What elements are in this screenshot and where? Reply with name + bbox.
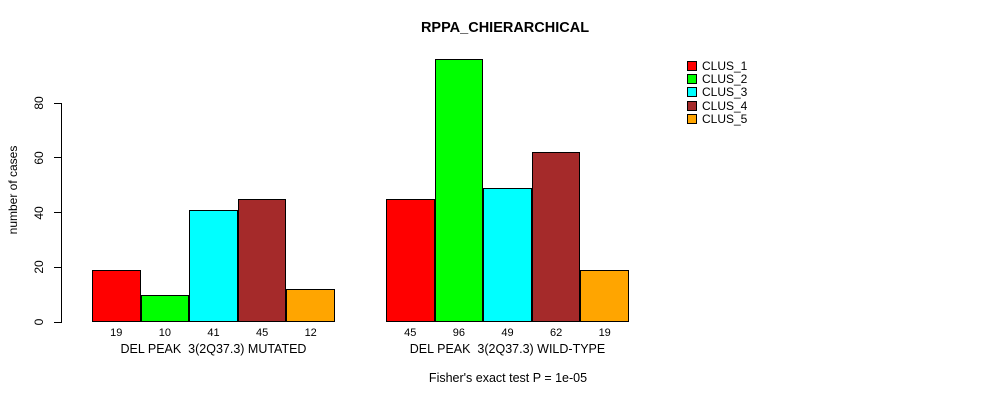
legend: CLUS_1 CLUS_2 CLUS_3 CLUS_4 CLUS_5: [687, 59, 747, 126]
legend-item-label: CLUS_3: [702, 85, 748, 100]
legend-color-swatch: [687, 74, 697, 85]
bar-value-label: 45: [404, 327, 417, 339]
legend-item-label: CLUS_5: [702, 112, 748, 127]
bar-clus_5-group1: [286, 289, 335, 322]
bar-value-label: 62: [549, 327, 563, 339]
legend-item-clus_3: CLUS_3: [687, 85, 748, 100]
legend-color-swatch: [687, 87, 697, 98]
annotation-text: Fisher's exact test P = 1e-05: [428, 371, 588, 385]
y-tick-mark: [54, 266, 61, 268]
legend-item-label: CLUS_1: [702, 58, 748, 73]
y-tick-label: 80: [32, 96, 46, 110]
legend-item-clus_5: CLUS_5: [687, 112, 748, 127]
bar-value-label: 41: [207, 327, 220, 339]
y-tick-mark: [54, 157, 61, 159]
bar-clus_3-group1: [189, 209, 238, 322]
bar-value-label: 49: [501, 327, 514, 339]
y-tick-label: 60: [32, 151, 46, 165]
y-axis-line: [61, 103, 62, 323]
bar-value-label: 19: [110, 327, 123, 339]
y-tick-label: 20: [32, 260, 46, 274]
chart-title: RPPA_CHIERARCHICAL: [420, 20, 590, 36]
bar-clus_1-group2: [386, 198, 435, 322]
y-tick-label: 0: [32, 318, 46, 326]
bar-clus_4-group1: [237, 198, 287, 322]
bar-clus_5-group2: [580, 269, 629, 322]
legend-color-swatch: [687, 100, 697, 111]
bar-clus_3-group2: [483, 187, 532, 322]
bar-clus_2-group1: [140, 294, 190, 322]
bar-clus_1-group1: [92, 269, 141, 322]
bar-value-label: 19: [598, 327, 611, 339]
bar-value-label: 10: [158, 327, 172, 339]
legend-item-clus_2: CLUS_2: [687, 72, 748, 87]
y-axis-label: number of cases: [6, 145, 20, 235]
legend-color-swatch: [687, 60, 697, 71]
y-tick-mark: [54, 321, 61, 323]
y-tick-label: 40: [32, 205, 46, 220]
y-tick-mark: [54, 102, 61, 104]
legend-item-clus_1: CLUS_1: [687, 58, 748, 73]
bar-value-label: 45: [255, 327, 269, 339]
x-group-label: DEL PEAK 3(2Q37.3) MUTATED: [120, 342, 307, 356]
legend-item-label: CLUS_2: [702, 72, 748, 87]
x-group-label: DEL PEAK 3(2Q37.3) WILD-TYPE: [409, 342, 606, 356]
legend-color-swatch: [687, 114, 697, 125]
legend-item-label: CLUS_4: [702, 98, 748, 113]
bar-clus_2-group2: [434, 59, 484, 322]
bar-value-label: 96: [452, 327, 466, 339]
y-tick-mark: [54, 212, 61, 213]
bar-value-label: 12: [304, 327, 317, 339]
legend-item-clus_4: CLUS_4: [687, 98, 748, 113]
bar-clus_4-group2: [531, 152, 581, 322]
